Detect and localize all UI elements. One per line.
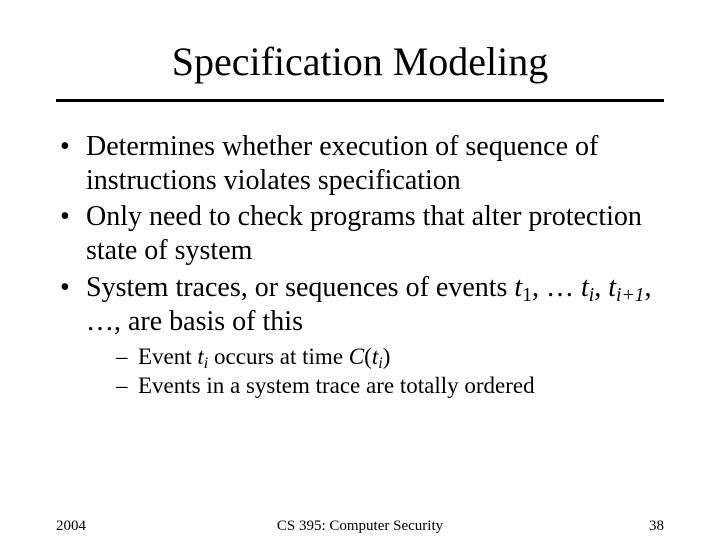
s1-var-t: t <box>197 344 203 369</box>
s1-rpar: ) <box>383 344 391 369</box>
b3-var-ti1: t <box>608 272 616 303</box>
b3-text-1: System traces, or sequences of events <box>86 272 514 303</box>
b3-sub-i: i <box>589 285 594 306</box>
sub-bullet-2: Events in a system trace are totally ord… <box>116 372 664 401</box>
s1-lpar: ( <box>364 344 372 369</box>
footer-course: CS 395: Computer Security <box>0 518 720 535</box>
s1-var-C: C <box>349 344 364 369</box>
bullet-2: Only need to check programs that alter p… <box>56 200 664 268</box>
bullet-3: System traces, or sequences of events t 1… <box>56 271 664 401</box>
s1-text-1: Event <box>138 344 197 369</box>
s1-text-2: occurs at time <box>208 344 349 369</box>
b3-text-2: , … <box>532 272 581 303</box>
slide: Specification Modeling Determines whethe… <box>0 0 720 540</box>
b3-var-ti: t <box>581 272 589 303</box>
bullet-1: Determines whether execution of sequence… <box>56 130 664 198</box>
b3-sub-1: 1 <box>522 285 532 306</box>
slide-title: Specification Modeling <box>0 0 720 95</box>
s1-sub-i: i <box>204 355 208 372</box>
footer-page-number: 38 <box>649 518 664 535</box>
bullet-list: Determines whether execution of sequence… <box>56 130 664 400</box>
b3-sub-i1: i+1 <box>616 285 644 306</box>
s1-sub-i2: i <box>378 355 382 372</box>
b3-text-3: , <box>594 272 608 303</box>
sub-bullet-1: Event ti occurs at time C(ti) <box>116 343 664 372</box>
title-rule <box>56 99 664 102</box>
slide-body: Determines whether execution of sequence… <box>56 130 664 400</box>
sub-bullet-list: Event ti occurs at time C(ti) Events in … <box>86 343 664 401</box>
